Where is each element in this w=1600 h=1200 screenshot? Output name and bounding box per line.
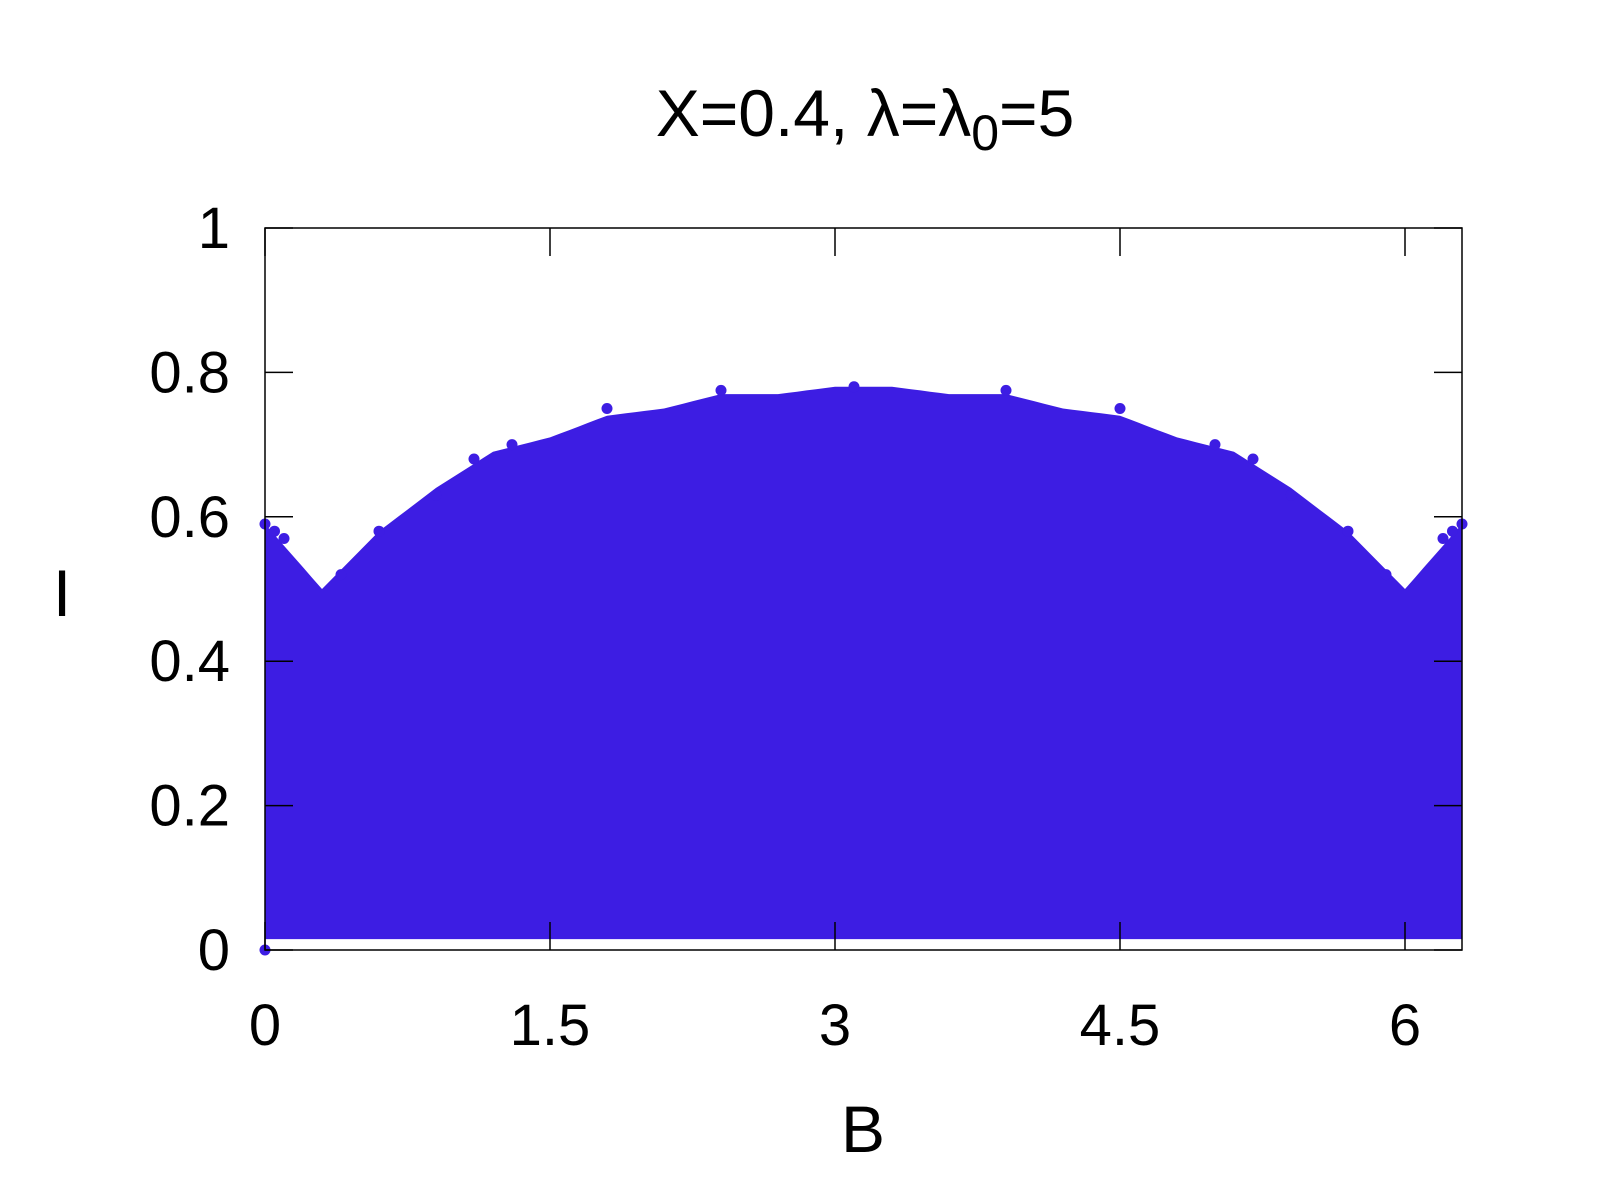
data-point-11	[1000, 384, 1012, 396]
data-point-5	[430, 489, 442, 501]
data-point-9	[715, 384, 727, 396]
y-tick-label-2: 0.4	[149, 629, 230, 694]
y-tick-label-1: 0.2	[149, 774, 230, 839]
x-tick-label-4: 6	[1389, 993, 1421, 1058]
data-point-10	[848, 381, 860, 393]
x-tick-label-2: 3	[819, 993, 851, 1058]
data-point-13	[1209, 439, 1221, 451]
data-point-7	[506, 439, 518, 451]
data-point-14	[1247, 453, 1259, 465]
data-point-17	[1380, 569, 1392, 581]
y-tick-label-3: 0.6	[149, 485, 230, 550]
y-axis-label: I	[53, 556, 71, 630]
y-axis: 0 0.2 0.4 0.6 0.8 1	[149, 196, 1462, 983]
y-tick-label-0: 0	[198, 918, 230, 983]
x-tick-label-3: 4.5	[1080, 993, 1161, 1058]
y-tick-label-5: 1	[198, 196, 230, 261]
x-axis-label: B	[841, 1092, 885, 1166]
chart-title-main: X=0.4, λ=λ	[656, 76, 972, 150]
chart-title-tail: =5	[999, 76, 1074, 150]
data-point-1	[269, 525, 280, 537]
data-point-3	[335, 569, 347, 581]
x-tick-label-0: 0	[249, 993, 281, 1058]
x-axis: 0 1.5 3 4.5 6	[249, 228, 1421, 1058]
plot-frame	[264, 227, 1463, 951]
x-tick-label-1: 1.5	[510, 993, 591, 1058]
data-point-2	[278, 533, 290, 544]
plot-area	[259, 381, 1468, 956]
data-point-6	[468, 453, 480, 465]
chart-title-subscript: 0	[971, 105, 999, 161]
data-point-4	[373, 525, 385, 537]
data-point-12	[1114, 403, 1126, 414]
data-point-18	[1437, 533, 1449, 544]
y-tick-label-4: 0.8	[149, 340, 230, 405]
scatter-cloud	[265, 386, 1462, 940]
data-point-8	[601, 403, 613, 414]
data-point-16	[1342, 525, 1354, 537]
chart-title: X=0.4, λ=λ0=5	[656, 76, 1075, 161]
data-point-15	[1285, 489, 1297, 501]
data-point-19	[1447, 525, 1458, 537]
